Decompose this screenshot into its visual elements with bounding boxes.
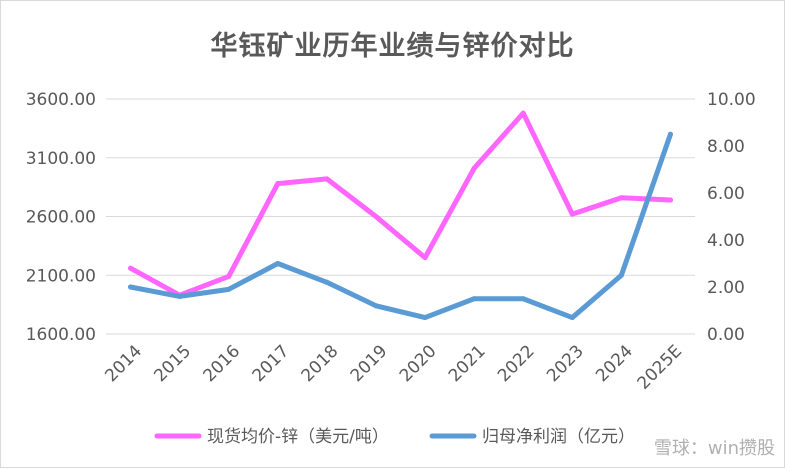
x-tick-label: 2024	[592, 341, 637, 386]
series-line-2	[128, 131, 673, 321]
series-2-point	[569, 315, 575, 321]
series-1-point	[520, 110, 526, 116]
x-tick-label: 2017	[249, 341, 294, 386]
series-1-point	[569, 211, 575, 217]
x-tick-label: 2020	[396, 341, 441, 386]
series-line-1	[128, 110, 673, 298]
series-2-point	[324, 279, 330, 285]
y-right-tick-label: 8.00	[707, 137, 745, 157]
series-2-point	[471, 296, 477, 302]
y-right-tick-label: 2.00	[707, 278, 745, 298]
y-right-tick-label: 0.00	[707, 325, 745, 345]
y-left-tick-label: 2600.00	[26, 208, 96, 228]
series-1-point	[324, 176, 330, 182]
series-1-point	[618, 195, 624, 201]
series-2-point	[667, 131, 673, 137]
y-left-tick-label: 1600.00	[26, 325, 96, 345]
x-tick-label: 2022	[494, 341, 539, 386]
series-2-point	[128, 284, 134, 290]
series-1-point	[422, 255, 428, 261]
x-tick-label: 2016	[200, 341, 245, 386]
series-2-point	[618, 272, 624, 278]
series-1-point	[226, 273, 232, 279]
series-2-point	[177, 293, 183, 299]
legend-label-2: 归母净利润（亿元）	[482, 427, 635, 447]
series-1-point	[373, 214, 379, 219]
series-2-point	[226, 286, 232, 292]
x-tick-label: 2018	[298, 341, 343, 386]
x-tick-label: 2015	[150, 341, 195, 386]
series-2-point	[520, 296, 526, 302]
x-tick-label: 2019	[347, 341, 392, 386]
watermark: 雪球：win攒股	[653, 438, 775, 459]
y-right-tick-label: 4.00	[707, 231, 745, 251]
y-left-tick-label: 3100.00	[26, 149, 96, 169]
series-1-point	[128, 265, 134, 271]
series-2-point	[275, 261, 281, 266]
series-1-point	[275, 181, 281, 187]
y-right-tick-label: 10.00	[707, 90, 756, 110]
chart-title: 华钰矿业历年业绩与锌价对比	[210, 31, 575, 62]
series-2-point	[422, 315, 428, 321]
x-tick-label: 2025E	[634, 341, 686, 393]
x-tick-label: 2023	[543, 341, 588, 386]
series-1-point	[471, 165, 477, 171]
series-2-point	[373, 303, 379, 309]
y-right-tick-label: 6.00	[707, 184, 745, 204]
x-tick-label: 2021	[445, 341, 490, 386]
legend-label-1: 现货均价-锌（美元/吨）	[207, 427, 389, 447]
y-left-tick-label: 3600.00	[26, 90, 96, 110]
series-1-point	[667, 197, 673, 203]
x-tick-label: 2014	[101, 341, 146, 386]
y-left-tick-label: 2100.00	[26, 266, 96, 286]
